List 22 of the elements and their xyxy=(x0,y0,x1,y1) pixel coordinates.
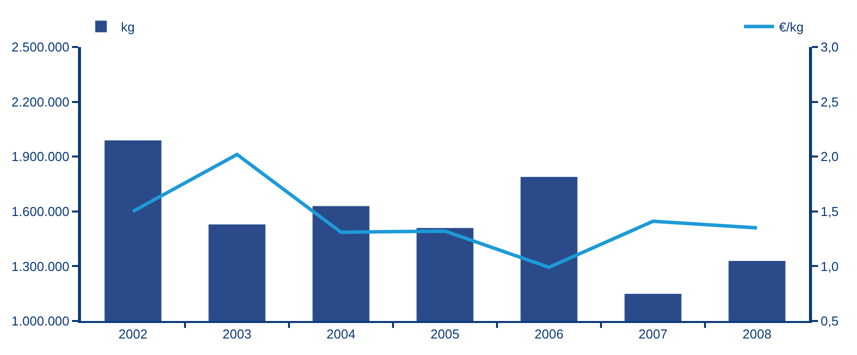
y2-tick-label: 1,0 xyxy=(820,258,839,274)
y2-tick-label: 0,5 xyxy=(820,314,839,329)
y-tick-label: 1.300.000 xyxy=(12,258,70,274)
y2-tick-label: 1,5 xyxy=(820,204,839,219)
y-tick-label: 1.600.000 xyxy=(12,204,70,219)
y2-tick-label: 3,0 xyxy=(820,40,839,55)
x-tick-label: 2004 xyxy=(326,326,356,342)
x-tick-label: 2002 xyxy=(118,326,148,342)
x-tick-label: 2005 xyxy=(430,326,460,342)
y-tick-label: 1.900.000 xyxy=(12,149,70,164)
y2-tick-label: 2,5 xyxy=(820,94,839,110)
y-tick-label: 2.200.000 xyxy=(12,94,70,110)
x-tick-label: 2003 xyxy=(222,326,252,342)
legend-label: €/kg xyxy=(779,20,804,35)
x-tick-label: 2006 xyxy=(534,326,564,342)
x-tick-label: 2008 xyxy=(742,326,772,342)
line-series xyxy=(131,152,759,270)
x-tick-label: 2007 xyxy=(638,326,668,342)
y-tick-label: 2.500.000 xyxy=(12,40,70,55)
y-tick-label: 1.000.000 xyxy=(12,314,70,329)
legend-label: kg xyxy=(121,20,135,35)
y2-tick-label: 2,0 xyxy=(820,149,839,164)
